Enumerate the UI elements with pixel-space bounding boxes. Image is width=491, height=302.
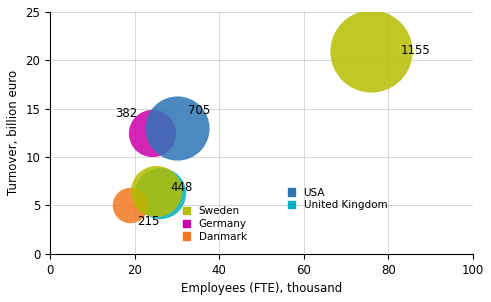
Y-axis label: Turnover, billion euro: Turnover, billion euro xyxy=(7,70,20,195)
Text: 1155: 1155 xyxy=(401,44,431,57)
Text: 448: 448 xyxy=(170,182,193,194)
Point xyxy=(152,188,160,193)
Text: 382: 382 xyxy=(116,107,138,120)
Point xyxy=(173,126,181,130)
Point xyxy=(127,203,135,208)
Legend: USA, United Kingdom: USA, United Kingdom xyxy=(286,185,389,212)
Point xyxy=(368,48,376,53)
Text: 215: 215 xyxy=(137,215,159,228)
X-axis label: Employees (FTE), thousand: Employees (FTE), thousand xyxy=(181,282,342,295)
Text: 705: 705 xyxy=(188,104,210,117)
Point xyxy=(156,191,164,195)
Point xyxy=(148,130,156,135)
